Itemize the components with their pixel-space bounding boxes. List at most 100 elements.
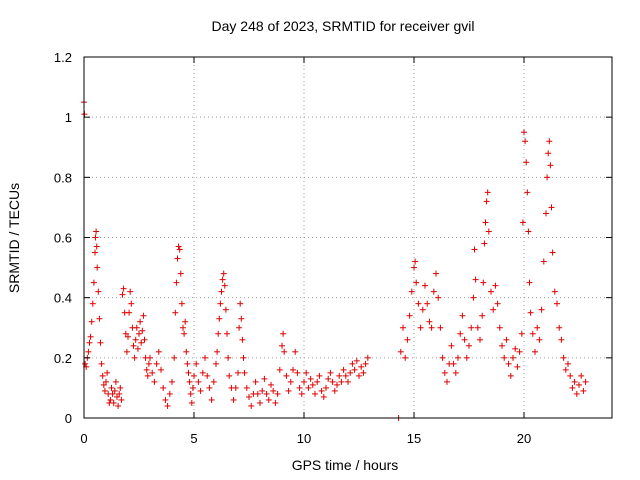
data-point <box>466 342 472 349</box>
data-point <box>567 372 574 379</box>
data-point <box>422 282 428 289</box>
data-point <box>419 306 426 313</box>
data-point <box>523 159 530 166</box>
y-tick-label: 0 <box>65 411 72 426</box>
data-point <box>219 276 226 283</box>
data-point <box>312 390 318 397</box>
data-point <box>358 363 365 370</box>
data-point <box>240 354 247 361</box>
data-point <box>296 384 303 391</box>
data-point <box>417 324 424 331</box>
data-point <box>199 369 206 376</box>
data-point <box>88 318 95 325</box>
data-point <box>226 372 233 379</box>
data-point <box>411 264 417 271</box>
data-point <box>138 339 145 346</box>
data-point <box>186 378 193 385</box>
data-point <box>173 279 180 286</box>
data-point <box>188 399 195 406</box>
y-tick-label: 1.2 <box>54 50 72 65</box>
data-point <box>182 318 189 325</box>
data-point <box>151 378 158 385</box>
data-point <box>345 378 351 385</box>
data-point <box>193 360 200 367</box>
data-point <box>305 384 312 391</box>
data-point <box>400 324 406 331</box>
data-point <box>128 300 135 307</box>
data-point <box>127 288 134 295</box>
data-point <box>325 375 332 382</box>
data-point <box>118 396 125 403</box>
data-point <box>573 390 580 397</box>
chart-title: Day 248 of 2023, SRMTID for receiver gvi… <box>212 18 475 34</box>
data-point <box>94 264 101 271</box>
data-point <box>85 348 92 355</box>
data-point <box>529 330 536 337</box>
data-point <box>109 390 116 397</box>
data-point <box>547 162 554 169</box>
data-point <box>114 393 120 400</box>
data-point <box>149 369 156 376</box>
data-point <box>290 366 296 373</box>
data-point <box>126 309 133 316</box>
data-point <box>281 348 288 355</box>
data-point <box>338 378 345 385</box>
data-point <box>261 375 268 382</box>
data-point <box>477 336 483 343</box>
data-point <box>480 279 487 286</box>
data-point <box>112 378 119 385</box>
data-point <box>501 354 508 361</box>
data-point <box>125 333 131 340</box>
data-point <box>470 294 477 301</box>
data-point <box>195 378 202 385</box>
data-point <box>455 354 461 361</box>
data-point <box>406 312 413 319</box>
data-point <box>347 369 354 376</box>
data-point <box>183 348 190 355</box>
data-point <box>169 378 175 385</box>
data-point <box>526 279 533 286</box>
data-point <box>340 366 347 373</box>
data-point <box>329 378 336 385</box>
data-point <box>484 189 491 196</box>
data-point <box>155 348 162 355</box>
data-point <box>457 330 464 337</box>
y-axis-label: SRMTID / TECUs <box>6 183 22 293</box>
data-point <box>131 354 138 361</box>
data-point <box>153 360 160 367</box>
data-point <box>316 372 323 379</box>
data-point <box>248 402 255 409</box>
data-point <box>137 318 144 325</box>
data-point <box>225 354 232 361</box>
data-point <box>116 390 123 397</box>
grid-layer <box>84 57 612 418</box>
data-point <box>147 354 153 361</box>
data-point <box>145 360 152 367</box>
data-point <box>536 336 543 343</box>
data-point <box>115 402 122 409</box>
x-tick-label: 15 <box>407 431 421 446</box>
data-point <box>444 378 450 385</box>
data-point <box>472 276 479 283</box>
data-points <box>81 99 589 421</box>
data-point <box>534 324 541 331</box>
data-point <box>268 381 274 388</box>
data-point <box>107 396 114 403</box>
data-point <box>100 381 107 388</box>
data-point <box>479 312 486 319</box>
data-point <box>178 300 185 307</box>
data-point <box>82 360 89 367</box>
data-point <box>214 348 221 355</box>
data-point <box>490 306 497 313</box>
x-tick-label: 0 <box>80 431 87 446</box>
data-point <box>141 336 148 343</box>
data-point <box>331 387 338 394</box>
data-point <box>565 360 571 367</box>
data-point <box>254 390 261 397</box>
data-point <box>576 381 582 388</box>
data-point <box>353 357 360 364</box>
data-point <box>474 324 481 331</box>
data-point <box>309 381 316 388</box>
tick-labels: 0 0.2 0.4 0.6 0.8 1 1.2 0 5 10 15 20 <box>54 50 531 446</box>
